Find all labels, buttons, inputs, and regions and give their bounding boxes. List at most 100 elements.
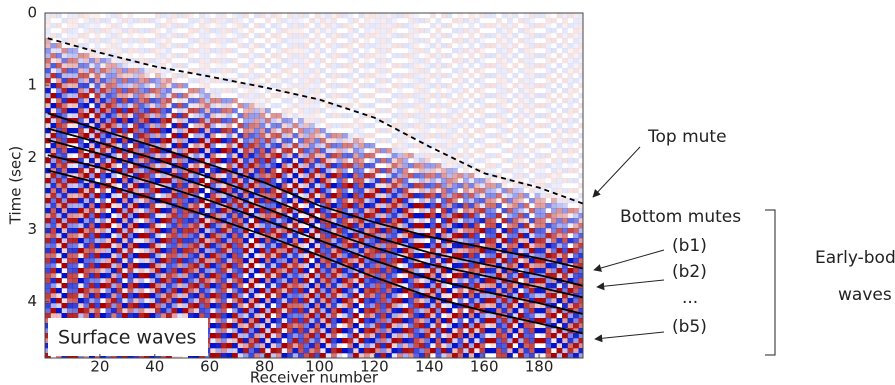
seismic-cell (116, 88, 123, 94)
seismic-cell (127, 278, 134, 284)
seismic-cell (397, 228, 403, 234)
seismic-cell (435, 28, 442, 34)
seismic-cell (105, 258, 112, 264)
seismic-cell (144, 208, 150, 214)
seismic-cell (254, 13, 260, 19)
seismic-cell (265, 253, 271, 259)
seismic-cell (408, 198, 414, 204)
seismic-cell (138, 268, 145, 274)
seismic-cell (364, 283, 370, 289)
seismic-cell (435, 68, 442, 74)
seismic-cell (375, 53, 381, 59)
seismic-cell (248, 283, 255, 289)
seismic-cell (303, 98, 310, 104)
seismic-cell (193, 203, 200, 209)
seismic-cell (331, 293, 337, 299)
seismic-cell (430, 293, 436, 299)
seismic-cell (380, 203, 387, 209)
seismic-cell (413, 83, 420, 89)
seismic-cell (138, 68, 145, 74)
seismic-cell (314, 268, 321, 274)
seismic-cell (408, 113, 414, 119)
seismic-cell (122, 193, 128, 199)
seismic-cell (155, 43, 161, 49)
seismic-cell (435, 288, 442, 294)
seismic-cell (100, 93, 106, 99)
seismic-cell (474, 178, 480, 184)
seismic-cell (402, 213, 409, 219)
seismic-cell (397, 168, 403, 174)
seismic-cell (320, 13, 326, 19)
seismic-cell (237, 288, 244, 294)
seismic-cell (331, 163, 337, 169)
seismic-cell (182, 73, 189, 79)
seismic-cell (182, 258, 189, 264)
seismic-cell (281, 48, 288, 54)
seismic-cell (50, 198, 57, 204)
seismic-cell (204, 133, 211, 139)
seismic-cell (331, 263, 337, 269)
seismic-cell (419, 118, 425, 124)
seismic-cell (171, 138, 178, 144)
seismic-cell (287, 18, 293, 24)
seismic-cell (331, 153, 337, 159)
seismic-cell (204, 208, 211, 214)
seismic-cell (56, 148, 62, 154)
seismic-cell (204, 293, 211, 299)
seismic-cell (199, 128, 205, 134)
seismic-cell (441, 238, 447, 244)
seismic-cell (479, 193, 486, 199)
seismic-cell (193, 218, 200, 224)
seismic-cell (303, 303, 310, 309)
seismic-cell (358, 288, 365, 294)
seismic-cell (457, 18, 464, 24)
seismic-cell (232, 198, 238, 204)
seismic-cell (364, 23, 370, 29)
seismic-cell (430, 208, 436, 214)
seismic-cell (292, 283, 299, 289)
seismic-cell (457, 328, 464, 334)
seismic-cell (237, 103, 244, 109)
seismic-cell (144, 238, 150, 244)
seismic-cell (413, 203, 420, 209)
seismic-cell (380, 328, 387, 334)
seismic-cell (397, 118, 403, 124)
seismic-cell (45, 228, 51, 234)
seismic-cell (127, 313, 134, 319)
seismic-cell (303, 118, 310, 124)
seismic-cell (144, 268, 150, 274)
seismic-cell (177, 233, 183, 239)
seismic-cell (149, 48, 156, 54)
seismic-cell (424, 58, 431, 64)
seismic-cell (155, 123, 161, 129)
seismic-cell (287, 308, 293, 314)
seismic-cell (298, 283, 304, 289)
seismic-cell (320, 213, 326, 219)
seismic-cell (292, 218, 299, 224)
seismic-cell (276, 313, 282, 319)
seismic-cell (331, 298, 337, 304)
seismic-cell (402, 198, 409, 204)
seismic-cell (298, 248, 304, 254)
seismic-cell (457, 318, 464, 324)
seismic-cell (111, 288, 117, 294)
seismic-cell (342, 153, 348, 159)
seismic-cell (485, 83, 491, 89)
seismic-cell (221, 328, 227, 334)
seismic-cell (380, 233, 387, 239)
seismic-cell (215, 353, 222, 358)
seismic-cell (413, 13, 420, 19)
seismic-cell (232, 283, 238, 289)
seismic-cell (50, 108, 57, 114)
seismic-cell (430, 173, 436, 179)
seismic-cell (386, 48, 392, 54)
seismic-cell (320, 243, 326, 249)
seismic-cell (386, 253, 392, 259)
seismic-cell (100, 58, 106, 64)
seismic-cell (45, 258, 51, 264)
seismic-cell (188, 163, 194, 169)
seismic-cell (331, 328, 337, 334)
seismic-cell (325, 43, 332, 49)
seismic-cell (281, 313, 288, 319)
seismic-cell (83, 78, 90, 84)
